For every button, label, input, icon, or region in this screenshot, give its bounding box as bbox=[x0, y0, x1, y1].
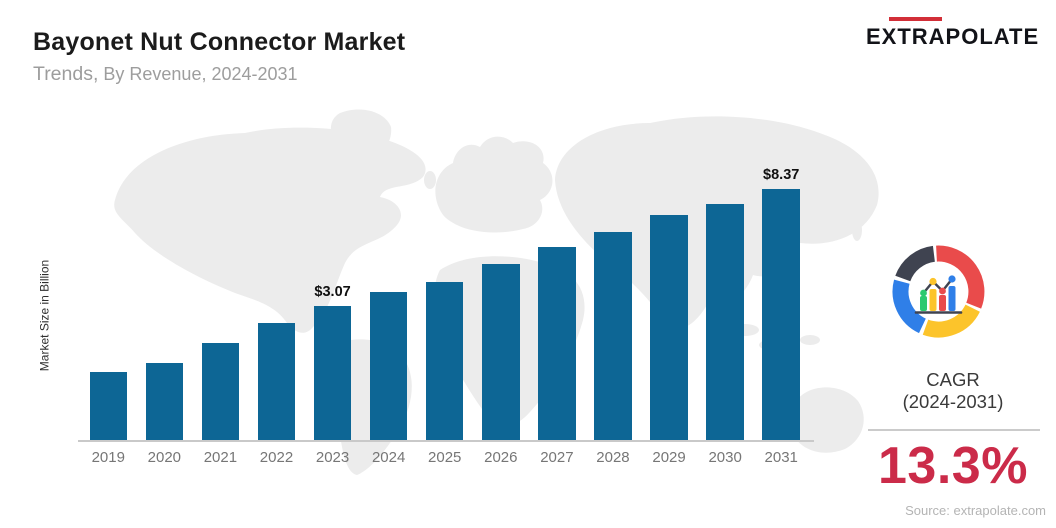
logo-wordmark: EXTRAPOLATE bbox=[866, 24, 1040, 49]
cagr-label: CAGR bbox=[926, 369, 980, 390]
x-tick-2019: 2019 bbox=[91, 449, 125, 466]
bar-2028 bbox=[594, 232, 632, 441]
cagr-donut-icon bbox=[892, 245, 985, 338]
x-tick-2023: 2023 bbox=[315, 449, 350, 466]
bar-2025 bbox=[425, 282, 464, 441]
page-title: Bayonet Nut Connector Market bbox=[33, 28, 406, 56]
bar-2030 bbox=[706, 204, 744, 441]
x-tick-2021: 2021 bbox=[203, 449, 238, 466]
bar-2020 bbox=[145, 363, 184, 441]
logo-accent-bar bbox=[889, 17, 942, 21]
value-label-2023: $3.07 bbox=[314, 284, 351, 300]
bar-2024 bbox=[369, 292, 408, 441]
x-tick-2027: 2027 bbox=[540, 449, 574, 466]
x-tick-2024: 2024 bbox=[371, 449, 406, 466]
x-tick-2025: 2025 bbox=[428, 449, 462, 466]
x-tick-2030: 2030 bbox=[708, 449, 742, 466]
bar-2019 bbox=[89, 372, 127, 441]
subtitle-detail: By Revenue, 2024-2031 bbox=[103, 64, 298, 84]
y-axis-title: Market Size in Billion bbox=[37, 259, 52, 372]
bar-2026 bbox=[482, 264, 520, 441]
cagr-period: (2024-2031) bbox=[902, 391, 1004, 412]
bar-2021 bbox=[201, 343, 240, 441]
x-tick-2028: 2028 bbox=[596, 449, 630, 466]
value-label-2031: $8.37 bbox=[763, 167, 800, 183]
bar-2029 bbox=[650, 215, 688, 441]
bar-2023 bbox=[313, 306, 352, 441]
bar-2031 bbox=[762, 189, 800, 441]
cagr-divider bbox=[868, 429, 1040, 431]
subtitle-trends: Trends, bbox=[33, 63, 99, 85]
bar-2027 bbox=[538, 247, 576, 441]
cagr-label-block: CAGR (2024-2031) bbox=[863, 369, 1043, 413]
x-tick-2020: 2020 bbox=[147, 449, 182, 466]
cagr-value: 13.3% bbox=[878, 437, 1028, 495]
x-tick-2029: 2029 bbox=[652, 449, 686, 466]
x-tick-2022: 2022 bbox=[259, 449, 294, 466]
x-tick-2026: 2026 bbox=[484, 449, 518, 466]
x-tick-2031: 2031 bbox=[764, 449, 798, 466]
mini-bar-chart-glyph bbox=[914, 275, 963, 314]
source-attribution: Source: extrapolate.com bbox=[905, 503, 1046, 518]
page-subtitle: Trends, By Revenue, 2024-2031 bbox=[33, 63, 298, 86]
x-axis-line bbox=[78, 440, 814, 442]
bar-2022 bbox=[257, 323, 296, 441]
